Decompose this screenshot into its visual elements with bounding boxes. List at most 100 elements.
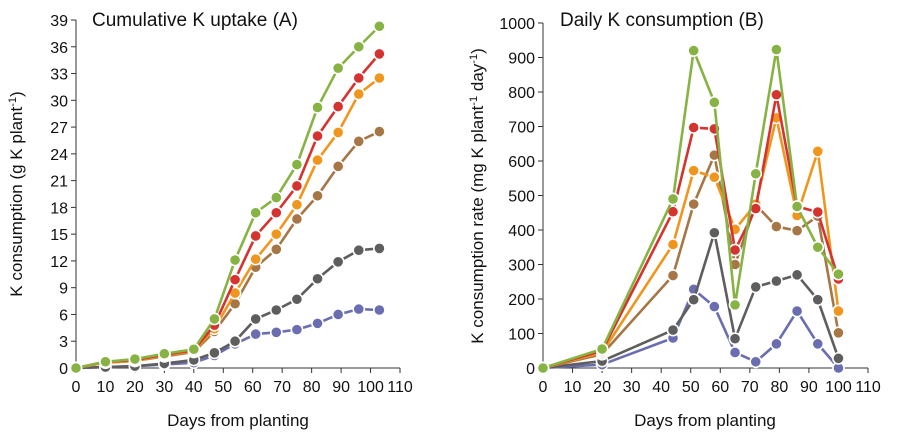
- chart-a-data-point: [372, 242, 386, 255]
- chart-a-x-tick-label: 30: [155, 379, 173, 396]
- chart-b-y-tick-label: 100: [508, 327, 535, 344]
- chart-a-y-tick-label: 39: [50, 13, 68, 30]
- chart-a-data-point: [269, 303, 283, 317]
- chart-a-y-tick-label: 21: [50, 174, 68, 191]
- chart-b-data-point: [790, 304, 804, 318]
- chart-a-x-tick-label: 70: [273, 379, 291, 396]
- chart-b-y-tick-label: 300: [508, 258, 535, 275]
- chart-b-data-point: [666, 323, 680, 337]
- chart-b-data-point: [728, 346, 742, 359]
- chart-a-data-point: [352, 302, 366, 316]
- chart-b-data-point: [770, 274, 783, 288]
- chart-a-data-point: [290, 158, 304, 171]
- chart-a-title: Cumulative K uptake (A): [92, 10, 298, 31]
- chart-a-data-point: [372, 47, 386, 61]
- chart-b-data-point: [811, 240, 825, 254]
- chart-a-data-point: [208, 312, 221, 326]
- chart-a-series-4: [69, 71, 386, 375]
- chart-a-y-tick-label: 36: [50, 40, 68, 57]
- chart-a-data-point: [352, 243, 366, 257]
- chart-daily-k-consumption: Daily K consumption (B) 0100200300400500…: [468, 10, 881, 430]
- chart-a-data-point: [372, 71, 386, 85]
- chart-a-x-tick-label: 50: [214, 379, 232, 396]
- chart-b-data-point: [687, 293, 701, 307]
- chart-b-x-tick-label: 10: [564, 379, 582, 396]
- chart-a-y-axis-title: K consumption (g K plant-1): [7, 91, 26, 296]
- chart-b-y-tick-label: 700: [508, 120, 535, 137]
- chart-a-data-point: [290, 323, 304, 337]
- chart-a-series-line: [75, 76, 381, 370]
- chart-b-data-point: [832, 326, 845, 340]
- chart-a-x-tick-label: 60: [244, 379, 262, 396]
- chart-b-y-tick-label: 0: [526, 361, 535, 378]
- chart-b-x-tick-label: 60: [711, 379, 729, 396]
- chart-b-data-point: [666, 192, 680, 206]
- chart-a-data-point: [331, 308, 345, 321]
- chart-a-data-point: [249, 252, 263, 266]
- chart-a-data-point: [69, 361, 83, 375]
- chart-b-y-tick-label: 500: [508, 189, 535, 206]
- chart-a-data-point: [290, 292, 304, 306]
- chart-a-series-3: [69, 125, 386, 375]
- chart-a-data-point: [249, 206, 263, 220]
- chart-b-data-point: [536, 361, 550, 375]
- chart-a-data-point: [249, 312, 263, 326]
- chart-b-x-axis-title: Days from planting: [634, 411, 776, 430]
- chart-a-data-point: [269, 325, 283, 339]
- chart-a-data-point: [269, 242, 283, 256]
- chart-a-data-point: [352, 71, 366, 85]
- chart-b-y-tick-label: 200: [508, 292, 535, 309]
- chart-a-data-point: [128, 352, 142, 366]
- chart-b-data-point: [811, 205, 825, 219]
- chart-b-y-tick-label: 400: [508, 223, 535, 240]
- chart-a-data-point: [352, 134, 366, 148]
- chart-a-data-point: [372, 19, 386, 33]
- chart-b-data-point: [811, 337, 825, 351]
- chart-a-x-axis-title: Days from planting: [167, 411, 309, 430]
- chart-a-data-point: [228, 253, 242, 267]
- chart-b-y-tick-label: 900: [508, 51, 535, 68]
- chart-a-data-point: [269, 206, 283, 220]
- chart-b-data-point: [707, 95, 721, 109]
- chart-b-x-tick-label: 40: [652, 379, 670, 396]
- chart-a-y-tick-label: 30: [50, 93, 68, 110]
- chart-a-y-tick-label: 15: [50, 227, 68, 244]
- chart-b-data-point: [728, 332, 742, 346]
- chart-b-x-tick-label: 30: [623, 379, 641, 396]
- chart-a-y-tick-label: 3: [59, 334, 68, 351]
- chart-a-data-point: [331, 61, 345, 75]
- chart-b-data-point: [811, 293, 825, 307]
- chart-cumulative-k-uptake: Cumulative K uptake (A) 0369121518212427…: [7, 10, 413, 430]
- chart-b-data-point: [790, 268, 804, 282]
- chart-a-data-point: [228, 273, 242, 287]
- chart-a-data-point: [352, 87, 366, 101]
- chart-b-x-tick-label: 20: [593, 379, 611, 396]
- chart-a-data-point: [290, 179, 304, 193]
- chart-a-x-tick-label: 0: [72, 379, 81, 396]
- chart-a-data-point: [331, 159, 345, 173]
- chart-b-data-point: [770, 337, 783, 351]
- chart-a-data-point: [331, 255, 345, 269]
- chart-b-y-axis-title: K consumption rate (mg K plant-1 day-1): [468, 48, 487, 344]
- chart-b-data-point: [770, 88, 783, 102]
- chart-a-data-point: [290, 198, 304, 212]
- chart-b-data-point: [749, 280, 763, 294]
- chart-a-series-5: [69, 47, 386, 375]
- chart-a-y-tick-label: 24: [50, 147, 68, 164]
- chart-a-data-point: [311, 189, 324, 203]
- chart-b-y-tick-label: 1000: [499, 16, 535, 33]
- chart-b-data-point: [666, 238, 680, 251]
- chart-a-data-point: [331, 126, 345, 139]
- chart-b-data-point: [790, 200, 804, 213]
- chart-a-x-tick-label: 20: [126, 379, 144, 396]
- chart-b-series-6: [536, 43, 845, 375]
- chart-b-data-point: [707, 170, 721, 184]
- chart-b-data-point: [832, 351, 845, 365]
- chart-b-data-point: [749, 167, 763, 181]
- chart-b-data-point: [707, 300, 721, 313]
- chart-a-data-point: [228, 334, 242, 348]
- chart-a-y-tick-label: 18: [50, 200, 68, 217]
- chart-b-data-point: [790, 224, 804, 238]
- chart-a-data-point: [290, 212, 304, 226]
